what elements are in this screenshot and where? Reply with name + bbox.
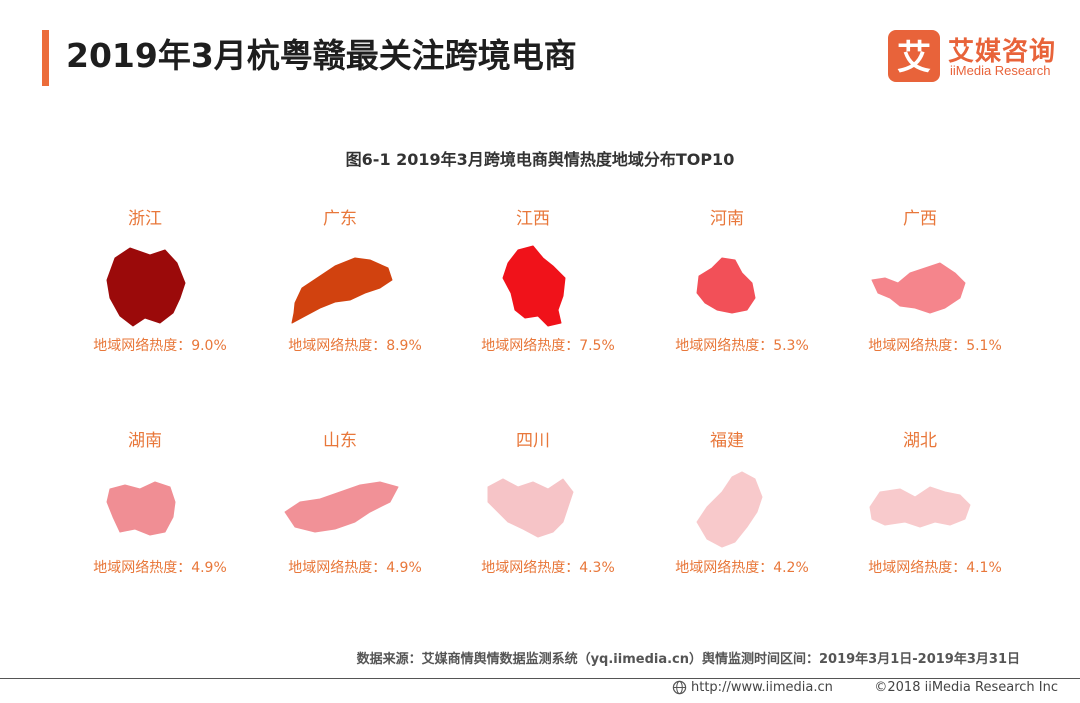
heat-value-label: 地域网络热度：7.5%	[481, 338, 615, 354]
province-name: 湖北	[903, 431, 937, 451]
page-title: 2019年3月杭粤赣最关注跨境电商	[66, 36, 577, 75]
iimedia-logo: 艾 艾媒咨询 iiMedia Research	[888, 30, 1068, 86]
heat-value-label: 地域网络热度：4.2%	[675, 560, 809, 576]
footer-copyright: ©2018 iiMedia Research Inc	[874, 680, 1058, 695]
heat-value-label: 地域网络热度：8.9%	[288, 338, 422, 354]
province-name: 浙江	[128, 209, 162, 229]
province-shape	[106, 247, 186, 327]
province-shape	[696, 471, 763, 548]
heat-value-label: 地域网络热度：4.9%	[288, 560, 422, 576]
svg-text:艾: 艾	[897, 38, 931, 78]
footer-url[interactable]: http://www.iimedia.cn	[672, 680, 833, 695]
globe-icon	[672, 680, 687, 695]
chart-title: 图6-1 2019年3月跨境电商舆情热度地域分布TOP10	[345, 150, 735, 169]
province-name: 四川	[516, 431, 550, 451]
province-name: 山东	[323, 431, 357, 451]
province-name: 广东	[323, 209, 357, 229]
heat-value-label: 地域网络热度：5.1%	[868, 338, 1002, 354]
province-shape	[487, 478, 574, 538]
logo-english-name: iiMedia Research	[950, 63, 1051, 78]
province-shape	[291, 257, 393, 324]
province-name: 广西	[903, 209, 937, 229]
title-accent-bar	[42, 30, 49, 86]
heat-value-label: 地域网络热度：4.3%	[481, 560, 615, 576]
footer-url-text[interactable]: http://www.iimedia.cn	[691, 680, 833, 695]
heat-value-label: 地域网络热度：4.1%	[868, 560, 1002, 576]
province-name: 江西	[516, 209, 550, 229]
heat-value-label: 地域网络热度：9.0%	[93, 338, 227, 354]
province-shape	[871, 262, 966, 314]
footer-divider	[0, 678, 1080, 679]
province-name: 河南	[710, 209, 744, 229]
logo-chinese-name: 艾媒咨询	[948, 37, 1057, 67]
province-name: 湖南	[128, 431, 162, 451]
province-name: 福建	[710, 431, 744, 451]
heat-value-label: 地域网络热度：5.3%	[675, 338, 809, 354]
logo-mark-icon: 艾	[888, 30, 940, 82]
province-shape	[502, 245, 566, 327]
province-shape	[696, 257, 756, 314]
data-source-note: 数据来源：艾媒商情舆情数据监测系统（yq.iimedia.cn）舆情监测时间区间…	[356, 652, 1020, 667]
province-shape	[106, 481, 176, 536]
heat-value-label: 地域网络热度：4.9%	[93, 560, 227, 576]
province-shape	[284, 481, 399, 533]
province-shape	[869, 486, 971, 528]
